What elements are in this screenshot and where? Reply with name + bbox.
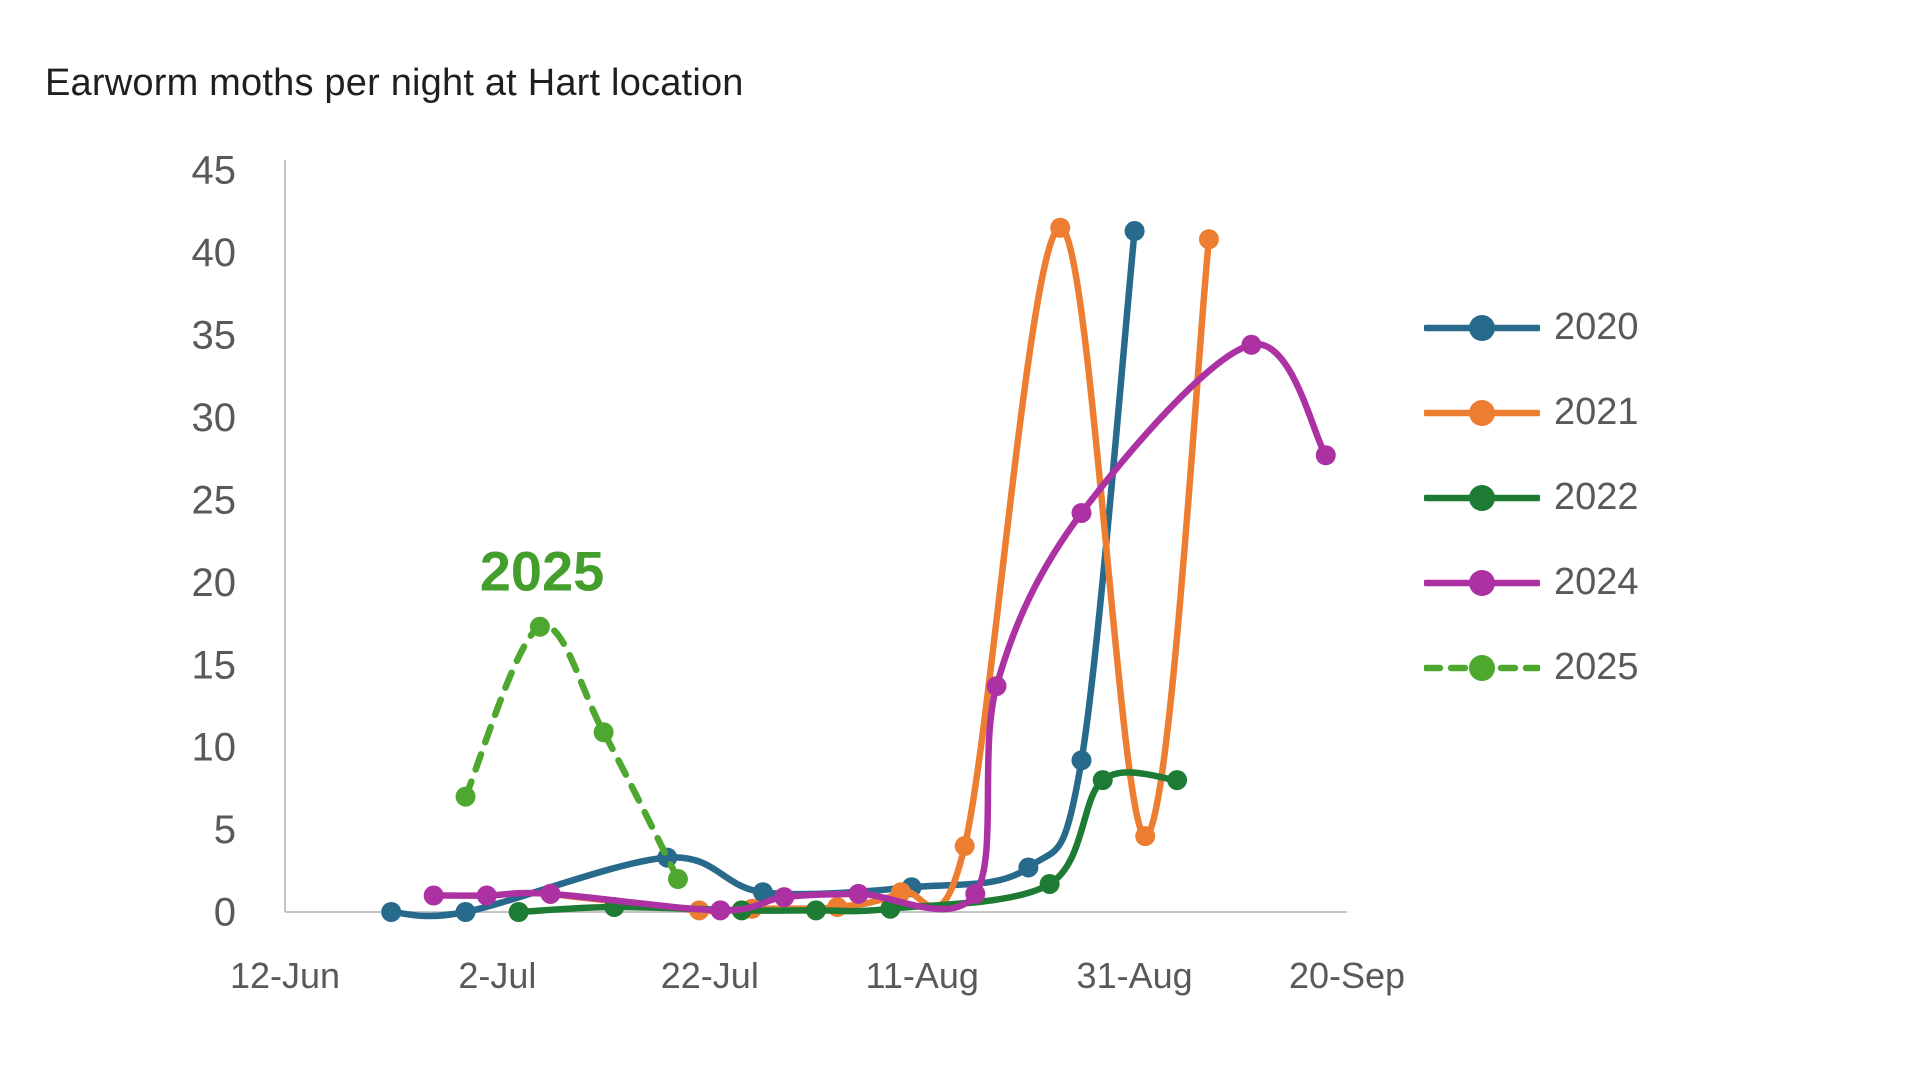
legend-item-2022: 2022 <box>1424 455 1639 540</box>
chart-legend: 2020 2021 2022 2024 2025 <box>1424 285 1639 710</box>
annotation-2025-label: 2025 <box>480 539 605 602</box>
data-point-2020 <box>381 902 402 922</box>
x-tick-label: 31-Aug <box>1077 955 1193 996</box>
data-point-2020 <box>1124 221 1145 242</box>
series-line-2021 <box>547 224 1213 915</box>
data-point-2024 <box>476 885 497 906</box>
x-tick-label: 20-Sep <box>1289 955 1405 996</box>
series-line-2022 <box>515 769 1181 916</box>
legend-item-2025: 2025 <box>1424 625 1639 710</box>
data-point-2024 <box>1071 502 1092 523</box>
data-point-2024 <box>848 883 869 904</box>
data-point-2024 <box>1241 334 1262 355</box>
data-point-2022 <box>1039 873 1060 894</box>
y-tick-label: 0 <box>214 891 236 935</box>
data-point-2024 <box>965 883 986 904</box>
y-tick-label: 15 <box>192 643 237 687</box>
x-tick-label: 22-Jul <box>661 955 759 996</box>
data-point-2025 <box>667 869 688 890</box>
y-tick-label: 25 <box>192 478 237 522</box>
y-tick-label: 20 <box>192 561 237 605</box>
data-point-2024 <box>423 885 444 906</box>
data-point-2022 <box>1167 770 1188 791</box>
data-point-2020 <box>1071 750 1092 771</box>
data-point-2021 <box>1198 229 1219 250</box>
y-tick-label: 35 <box>192 313 237 357</box>
x-tick-label: 2-Jul <box>458 955 536 996</box>
data-point-2021 <box>1135 826 1156 847</box>
x-tick-label: 12-Jun <box>230 955 340 996</box>
data-point-2024 <box>774 887 795 908</box>
legend-swatch-2021 <box>1424 399 1540 426</box>
y-tick-label: 45 <box>192 149 237 193</box>
data-point-2022 <box>1092 770 1113 791</box>
series-line-2024 <box>430 341 1330 914</box>
legend-label-2020: 2020 <box>1554 306 1639 348</box>
data-point-2025 <box>593 722 614 743</box>
data-point-2021 <box>954 836 975 857</box>
y-tick-label: 30 <box>192 396 237 440</box>
legend-swatch-2020 <box>1424 314 1540 341</box>
y-tick-label: 5 <box>214 808 236 852</box>
data-point-2025 <box>529 616 550 637</box>
data-point-2022 <box>806 900 826 921</box>
y-tick-label: 10 <box>192 726 237 770</box>
data-point-2024 <box>540 883 561 904</box>
legend-label-2025: 2025 <box>1554 646 1639 688</box>
legend-swatch-2024 <box>1424 569 1540 596</box>
data-point-2021 <box>1050 217 1071 238</box>
data-point-2024 <box>1315 445 1336 466</box>
y-tick-label: 40 <box>192 231 237 275</box>
data-point-2020 <box>752 882 773 903</box>
legend-swatch-2025 <box>1424 654 1540 681</box>
x-tick-label: 11-Aug <box>865 955 978 996</box>
series-line-2025 <box>462 622 682 883</box>
legend-label-2022: 2022 <box>1554 476 1639 518</box>
legend-item-2024: 2024 <box>1424 540 1639 625</box>
legend-label-2021: 2021 <box>1554 391 1639 433</box>
data-point-2022 <box>508 902 529 922</box>
legend-swatch-2022 <box>1424 484 1540 511</box>
data-point-2024 <box>710 900 731 921</box>
chart-title: Earworm moths per night at Hart location <box>45 62 744 104</box>
data-point-2025 <box>455 786 476 807</box>
data-point-2024 <box>986 676 1007 697</box>
legend-item-2021: 2021 <box>1424 370 1639 455</box>
legend-item-2020: 2020 <box>1424 285 1639 370</box>
data-point-2021 <box>890 882 911 903</box>
data-point-2020 <box>455 902 476 922</box>
legend-label-2024: 2024 <box>1554 561 1639 603</box>
data-point-2020 <box>1018 857 1039 878</box>
